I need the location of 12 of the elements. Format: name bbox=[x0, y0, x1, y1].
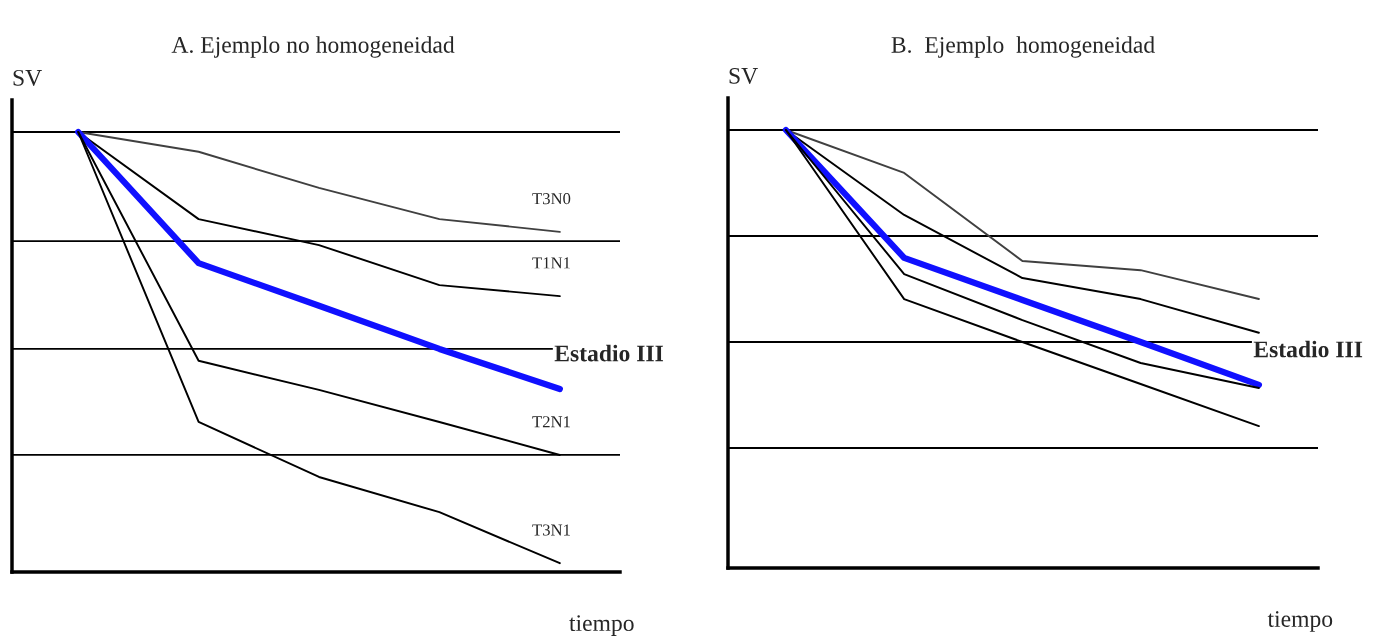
y-axis-title: SV bbox=[729, 67, 758, 84]
series-label: T3N1 bbox=[532, 524, 570, 536]
x-axis-title: tiempo bbox=[569, 615, 634, 636]
series-label: T2N1 bbox=[532, 416, 570, 428]
series-label: T3N0 bbox=[532, 193, 571, 205]
chart-title: A. Ejemplo no homogeneidad bbox=[171, 36, 455, 58]
series-label: Estadio III bbox=[1253, 340, 1363, 358]
series-label: T1N1 bbox=[532, 257, 570, 269]
chart-title: B. Ejemplo homogeneidad bbox=[891, 36, 1155, 58]
y-axis-title: SV bbox=[13, 69, 42, 86]
x-axis-title: tiempo bbox=[1267, 611, 1333, 632]
series-label: Estadio III bbox=[554, 344, 664, 362]
